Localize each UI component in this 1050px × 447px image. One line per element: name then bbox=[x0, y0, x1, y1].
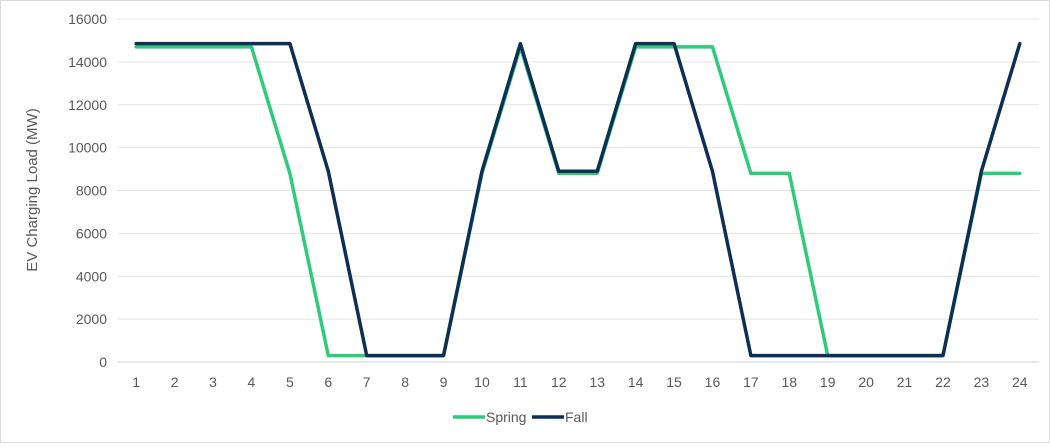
x-tick-label: 18 bbox=[782, 374, 798, 390]
x-tick-label: 14 bbox=[628, 374, 644, 390]
x-tick-label: 4 bbox=[248, 374, 256, 390]
x-tick-label: 3 bbox=[209, 374, 217, 390]
y-tick-label: 14000 bbox=[68, 54, 107, 70]
x-tick-label: 6 bbox=[324, 374, 332, 390]
x-tick-label: 11 bbox=[513, 374, 528, 390]
legend: Spring Fall bbox=[453, 409, 588, 425]
x-tick-label: 12 bbox=[551, 374, 567, 390]
y-tick-label: 8000 bbox=[76, 183, 107, 199]
x-tick-label: 10 bbox=[474, 374, 490, 390]
x-tick-label: 7 bbox=[363, 374, 371, 390]
y-tick-label: 6000 bbox=[76, 225, 107, 241]
x-tick-label: 15 bbox=[666, 374, 682, 390]
x-tick-label: 17 bbox=[743, 374, 759, 390]
gridlines bbox=[117, 18, 1039, 363]
x-tick-label: 13 bbox=[589, 374, 605, 390]
legend-label: Spring bbox=[486, 409, 526, 425]
y-tick-label: 4000 bbox=[76, 268, 107, 284]
series-lines bbox=[134, 41, 1022, 358]
y-axis-label: EV Charging Load (MW) bbox=[24, 108, 41, 271]
series-line-fall bbox=[134, 41, 1022, 358]
x-tick-label: 21 bbox=[897, 374, 913, 390]
y-tick-label: 12000 bbox=[68, 97, 107, 113]
x-tick-label: 19 bbox=[820, 374, 836, 390]
x-tick-label: 24 bbox=[1012, 374, 1028, 390]
legend-label: Fall bbox=[565, 409, 588, 425]
x-tick-label: 22 bbox=[935, 374, 951, 390]
legend-item-fall: Fall bbox=[532, 409, 588, 425]
x-tick-label: 5 bbox=[286, 374, 294, 390]
series-line-spring bbox=[134, 45, 1022, 358]
y-tick-label: 16000 bbox=[68, 11, 107, 27]
x-tick-label: 16 bbox=[705, 374, 721, 390]
x-tick-label: 2 bbox=[171, 374, 179, 390]
x-tick-label: 23 bbox=[974, 374, 990, 390]
y-axis-ticks: 0 2000 4000 6000 8000 10000 12000 14000 16000 bbox=[68, 11, 107, 370]
y-tick-label: 2000 bbox=[76, 311, 107, 327]
x-tick-label: 1 bbox=[132, 374, 140, 390]
x-tick-label: 9 bbox=[440, 374, 448, 390]
legend-item-spring: Spring bbox=[453, 409, 526, 425]
y-tick-label: 10000 bbox=[68, 140, 107, 156]
x-tick-label: 20 bbox=[858, 374, 874, 390]
x-tick-label: 8 bbox=[401, 374, 409, 390]
y-tick-label: 0 bbox=[99, 354, 107, 370]
x-axis-ticks: 1 2 3 4 5 6 7 8 9 10 11 12 13 14 15 16 17 18 19 20 21 22 23 24 bbox=[132, 374, 1027, 390]
